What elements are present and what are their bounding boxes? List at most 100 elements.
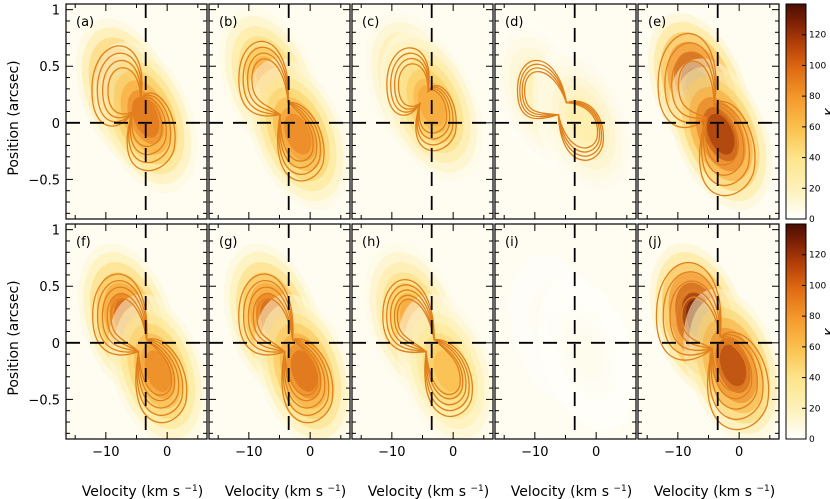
panel-label: (a) — [76, 15, 94, 30]
x-axis-title-close: ) — [770, 484, 775, 499]
contours — [386, 47, 457, 152]
contour-line — [110, 298, 173, 396]
colorbar-tick-label: 120 — [809, 31, 826, 41]
panel-label: (b) — [219, 15, 237, 30]
colorbar-tick-label: 0 — [809, 435, 815, 445]
contour-line — [397, 63, 448, 134]
emission-map — [647, 13, 773, 210]
contour-line — [671, 51, 745, 176]
colorbar: 0 20 40 60 80 100 120 K — [785, 223, 830, 445]
panel-d: (d) — [494, 3, 637, 220]
colorbar-tick-label: 60 — [809, 343, 821, 353]
emission-level — [131, 96, 160, 138]
contour-line — [657, 33, 756, 197]
panel-b: (b) — [208, 3, 351, 220]
emission-level — [144, 350, 172, 392]
contour-line — [655, 262, 770, 431]
emission-level — [290, 350, 318, 392]
contours — [382, 279, 474, 418]
x-tick-label: −10 — [235, 445, 262, 460]
colorbar-tick-label: 40 — [809, 154, 821, 164]
x-axis-title: Velocity (km s −1) — [82, 484, 204, 499]
x-axis-title: Velocity (km s −1) — [654, 484, 776, 499]
colorbar-tick-label: 0 — [809, 215, 815, 225]
panel-label: (h) — [362, 235, 380, 250]
contour-line — [669, 280, 759, 410]
x-tick-label: −10 — [92, 445, 119, 460]
contour-line — [389, 289, 467, 406]
colorbar-tick-label: 120 — [809, 251, 826, 261]
colorbar-unit: K — [823, 326, 830, 335]
contour-line — [101, 286, 180, 409]
panel-h: (h) −10 0 Velocity (km s −1) — [351, 223, 494, 499]
panel-e: (e) — [637, 3, 780, 220]
contour-line — [396, 298, 461, 395]
y-tick-label: 0 — [52, 117, 60, 132]
panel-g: (g) −10 0 Velocity (km s −1) — [208, 223, 351, 499]
panel-label: (e) — [648, 15, 666, 30]
y-axis-title-top: Position (arcsec) — [6, 60, 22, 175]
y-tick-label: −0.5 — [28, 173, 60, 188]
x-tick-label: 0 — [735, 445, 743, 460]
contours — [655, 262, 770, 431]
contours — [657, 33, 756, 197]
contour-line — [393, 57, 451, 140]
contour-line — [106, 293, 176, 402]
x-axis-title-close: ) — [484, 484, 489, 499]
colorbar-tick-label: 20 — [809, 184, 821, 194]
panel-label: (d) — [505, 15, 523, 30]
panel-i: (i) −10 0 Velocity (km s −1) — [494, 223, 637, 499]
contour-line — [242, 280, 330, 416]
axes-text-layer: Position (arcsec) Position (arcsec) — [6, 60, 22, 395]
contour-line — [251, 58, 314, 162]
contour-line — [523, 71, 599, 149]
panel-label: (j) — [648, 235, 662, 250]
contour-line — [386, 47, 457, 152]
y-axis-title-bottom: Position (arcsec) — [6, 280, 22, 395]
contour-line — [677, 60, 739, 166]
contour-line — [516, 60, 605, 161]
emission-map — [218, 7, 350, 210]
y-tick-label: 0 — [52, 337, 60, 352]
contour-line — [242, 46, 322, 175]
panel-label: (g) — [219, 235, 237, 250]
colorbar-unit: K — [823, 106, 830, 115]
emission-map — [75, 18, 198, 193]
contour-line — [92, 273, 188, 424]
x-axis-title: Velocity (km s −1) — [511, 484, 633, 499]
x-tick-label: −10 — [378, 445, 405, 460]
colorbar-gradient — [785, 3, 807, 220]
colorbars-layer: 0 20 40 60 80 100 120 K 0 20 40 60 80 100 120 K — [785, 3, 830, 445]
x-axis-title: Velocity (km s −1) — [368, 484, 490, 499]
panels-layer: (a) −0.5 0 0.5 1 (b) (c) (d) (e) (f) −10 0 Velocity … — [28, 3, 780, 499]
contour-line — [662, 271, 764, 420]
emission-level — [719, 344, 747, 387]
contour-line — [238, 273, 334, 424]
contour-line — [101, 59, 167, 155]
contour-line — [382, 279, 474, 418]
x-axis-title-close: ) — [198, 484, 203, 499]
contour-line — [519, 63, 603, 157]
x-axis-title: Velocity (km s −1) — [225, 484, 347, 499]
contour-line — [393, 294, 464, 400]
colorbar-tick-label: 20 — [809, 404, 821, 414]
x-axis-title-close: ) — [341, 484, 346, 499]
contours — [238, 273, 334, 424]
colorbar-tick-label: 80 — [809, 312, 821, 322]
x-tick-label: 0 — [592, 445, 600, 460]
emission-level — [707, 113, 735, 155]
contours — [238, 40, 325, 182]
contour-line — [91, 45, 176, 172]
emission-map — [509, 254, 636, 432]
contour-line — [96, 280, 184, 416]
x-tick-label: 0 — [306, 445, 314, 460]
contour-line — [238, 40, 325, 182]
panel-label: (f) — [76, 235, 91, 250]
contour-line — [521, 67, 601, 153]
contours — [91, 45, 176, 172]
x-tick-label: 0 — [449, 445, 457, 460]
contour-line — [247, 286, 326, 409]
emission-level — [433, 350, 461, 392]
y-tick-label: 0.5 — [39, 60, 60, 75]
y-tick-label: −0.5 — [28, 393, 60, 408]
